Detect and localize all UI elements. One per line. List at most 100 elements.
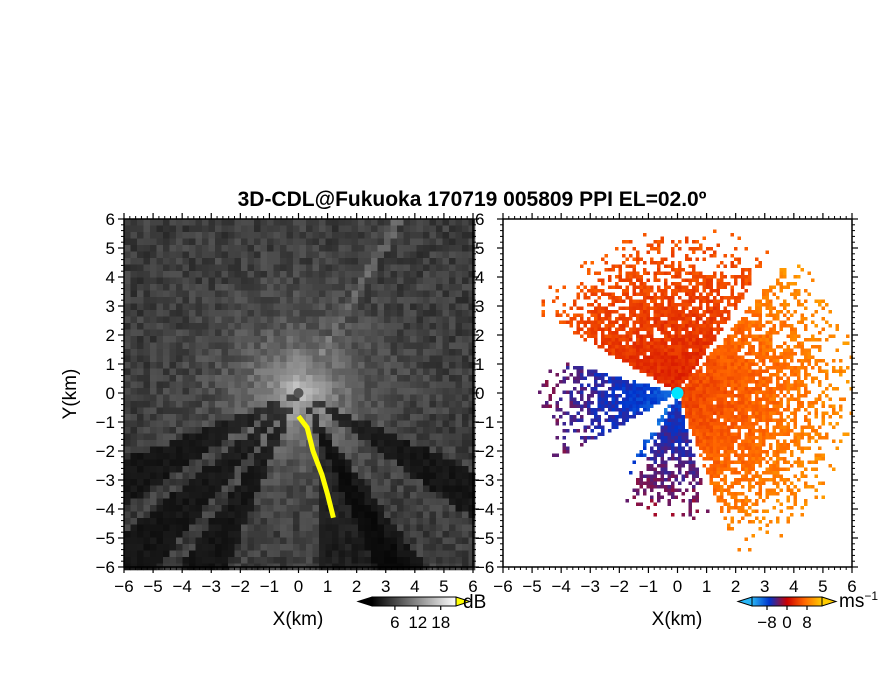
heatmap-cell — [338, 258, 346, 265]
heatmap-cell — [846, 341, 850, 345]
heatmap-cell — [169, 544, 177, 551]
heatmap-cell — [377, 238, 385, 246]
heatmap-cell — [371, 498, 378, 506]
heatmap-cell — [371, 479, 378, 486]
heatmap-cell — [208, 349, 216, 356]
heatmap-cell — [280, 258, 287, 265]
heatmap-cell — [449, 420, 456, 428]
heatmap-cell — [449, 394, 456, 402]
heatmap-cell — [423, 407, 430, 415]
heatmap-cell — [713, 306, 717, 310]
heatmap-cell — [681, 348, 685, 352]
heatmap-cell — [143, 349, 151, 356]
heatmap-cell — [208, 407, 216, 415]
heatmap-cell — [423, 310, 430, 317]
heatmap-cell — [678, 338, 682, 342]
heatmap-cell — [674, 292, 678, 296]
heatmap-cell — [351, 485, 359, 493]
heatmap-cell — [601, 306, 605, 310]
heatmap-cell — [625, 240, 629, 244]
heatmap-cell — [260, 498, 268, 506]
heatmap-cell — [709, 366, 713, 370]
heatmap-cell — [804, 327, 808, 331]
heatmap-cell — [797, 299, 801, 303]
heatmap-cell — [678, 345, 682, 349]
heatmap-cell — [397, 453, 404, 460]
heatmap-cell — [576, 373, 580, 377]
heatmap-cell — [345, 407, 352, 415]
heatmap-cell — [286, 524, 294, 532]
heatmap-cell — [221, 219, 229, 226]
heatmap-cell — [286, 284, 294, 291]
heatmap-cell — [241, 453, 248, 460]
heatmap-cell — [345, 401, 352, 408]
heatmap-cell — [741, 268, 745, 272]
heatmap-cell — [769, 289, 773, 293]
heatmap-cell — [195, 472, 203, 480]
heatmap-cell — [611, 338, 615, 342]
heatmap-cell — [306, 407, 313, 415]
heatmap-cell — [332, 440, 339, 447]
heatmap-cell — [280, 245, 287, 252]
heatmap-cell — [611, 345, 615, 349]
heatmap-cell — [176, 485, 183, 493]
heatmap-cell — [403, 472, 411, 480]
heatmap-cell — [468, 466, 476, 473]
heatmap-cell — [695, 310, 699, 314]
heatmap-cell — [208, 362, 216, 369]
heatmap-cell — [737, 338, 741, 342]
heatmap-cell — [706, 362, 710, 366]
heatmap-cell — [671, 327, 675, 331]
heatmap-cell — [137, 479, 144, 486]
heatmap-cell — [221, 459, 229, 467]
heatmap-cell — [716, 278, 720, 282]
heatmap-cell — [208, 440, 216, 447]
heatmap-cell — [455, 511, 463, 519]
heatmap-cell — [241, 238, 248, 246]
heatmap-cell — [793, 334, 797, 338]
heatmap-cell — [618, 306, 622, 310]
heatmap-cell — [228, 505, 235, 512]
heatmap-cell — [137, 251, 144, 259]
heatmap-cell — [384, 362, 391, 369]
heatmap-cell — [208, 258, 216, 265]
heatmap-cell — [716, 285, 720, 289]
heatmap-cell — [601, 373, 605, 377]
heatmap-cell — [299, 544, 307, 551]
heatmap-cell — [569, 373, 573, 377]
heatmap-cell — [124, 485, 131, 493]
heatmap-cell — [384, 271, 391, 278]
heatmap-cell — [221, 388, 229, 395]
heatmap-cell — [319, 336, 326, 343]
heatmap-cell — [410, 264, 417, 272]
heatmap-cell — [594, 380, 598, 384]
heatmap-cell — [280, 349, 287, 356]
heatmap-cell — [189, 271, 196, 278]
heatmap-cell — [150, 355, 157, 363]
heatmap-cell — [706, 275, 710, 279]
heatmap-cell — [639, 359, 643, 363]
heatmap-cell — [790, 387, 794, 391]
heatmap-cell — [468, 316, 476, 324]
heatmap-cell — [293, 316, 300, 324]
heatmap-cell — [664, 390, 668, 394]
heatmap-cell — [790, 359, 794, 363]
heatmap-cell — [390, 290, 398, 298]
heatmap-cell — [377, 219, 385, 226]
heatmap-cell — [455, 225, 463, 233]
heatmap-cell — [273, 407, 281, 415]
heatmap-cell — [221, 453, 229, 460]
heatmap-cell — [202, 550, 209, 558]
heatmap-cell — [286, 485, 294, 493]
heatmap-cell — [720, 285, 724, 289]
heatmap-cell — [734, 366, 738, 370]
heatmap-cell — [671, 306, 675, 310]
heatmap-cell — [713, 320, 717, 324]
heatmap-cell — [377, 310, 385, 317]
heatmap-cell — [215, 440, 222, 447]
heatmap-cell — [332, 310, 339, 317]
heatmap-cell — [163, 414, 170, 421]
heatmap-cell — [442, 544, 450, 551]
heatmap-cell — [390, 414, 398, 421]
heatmap-cell — [555, 373, 559, 377]
